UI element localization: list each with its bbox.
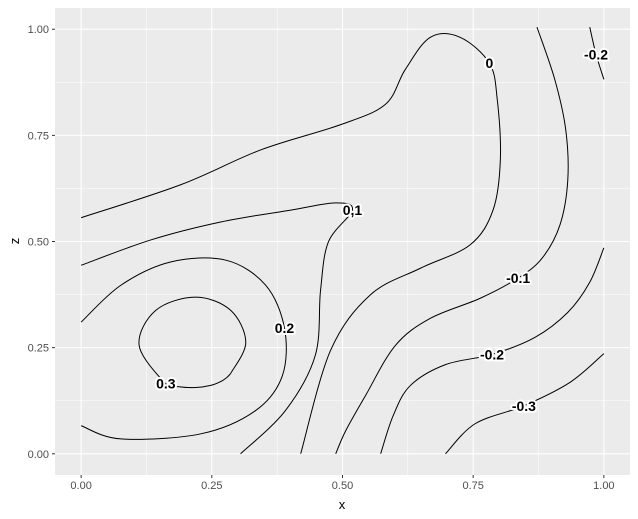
x-tick-label: 1.00 [593, 480, 614, 492]
contour-lines [80, 26, 605, 455]
x-axis-title: x [339, 497, 346, 512]
contour-label: -0.2 [480, 346, 504, 362]
y-tick-label: 0.75 [28, 130, 49, 142]
contour-label: -0.2 [584, 46, 608, 62]
contour-label: 0.3 [156, 376, 176, 392]
contour-label: 0 [485, 55, 493, 71]
y-tick-label: 0.00 [28, 449, 49, 461]
contour-line [80, 257, 287, 440]
contour-line [335, 26, 569, 454]
contour-label: -0.3 [512, 398, 536, 414]
contour-line [380, 247, 605, 454]
y-tick-label: 0.50 [28, 237, 49, 249]
contour-line [589, 26, 605, 80]
x-tick-label: 0.25 [201, 480, 222, 492]
contour-line [80, 33, 502, 454]
x-tick-label: 0.75 [462, 480, 483, 492]
axes: 0.00 0.25 0.50 0.75 1.00 0.00 0.25 0.50 0.75 1.00 [28, 24, 615, 492]
y-axis-title: z [7, 238, 22, 245]
y-tick-label: 0.25 [28, 343, 49, 355]
grid [55, 8, 630, 475]
contour-labels: 0 0,1 0.2 0.3 -0.1 -0.2 -0.2 -0.3 [154, 44, 610, 416]
x-tick-label: 0.50 [332, 480, 353, 492]
contour-line [138, 296, 247, 389]
x-tick-label: 0.00 [70, 480, 91, 492]
y-tick-label: 1.00 [28, 24, 49, 36]
contour-label: 0.2 [275, 320, 295, 336]
contour-label: 0,1 [343, 202, 363, 218]
contour-line [80, 202, 353, 455]
contour-line [445, 353, 605, 455]
contour-label: -0.1 [506, 270, 530, 286]
